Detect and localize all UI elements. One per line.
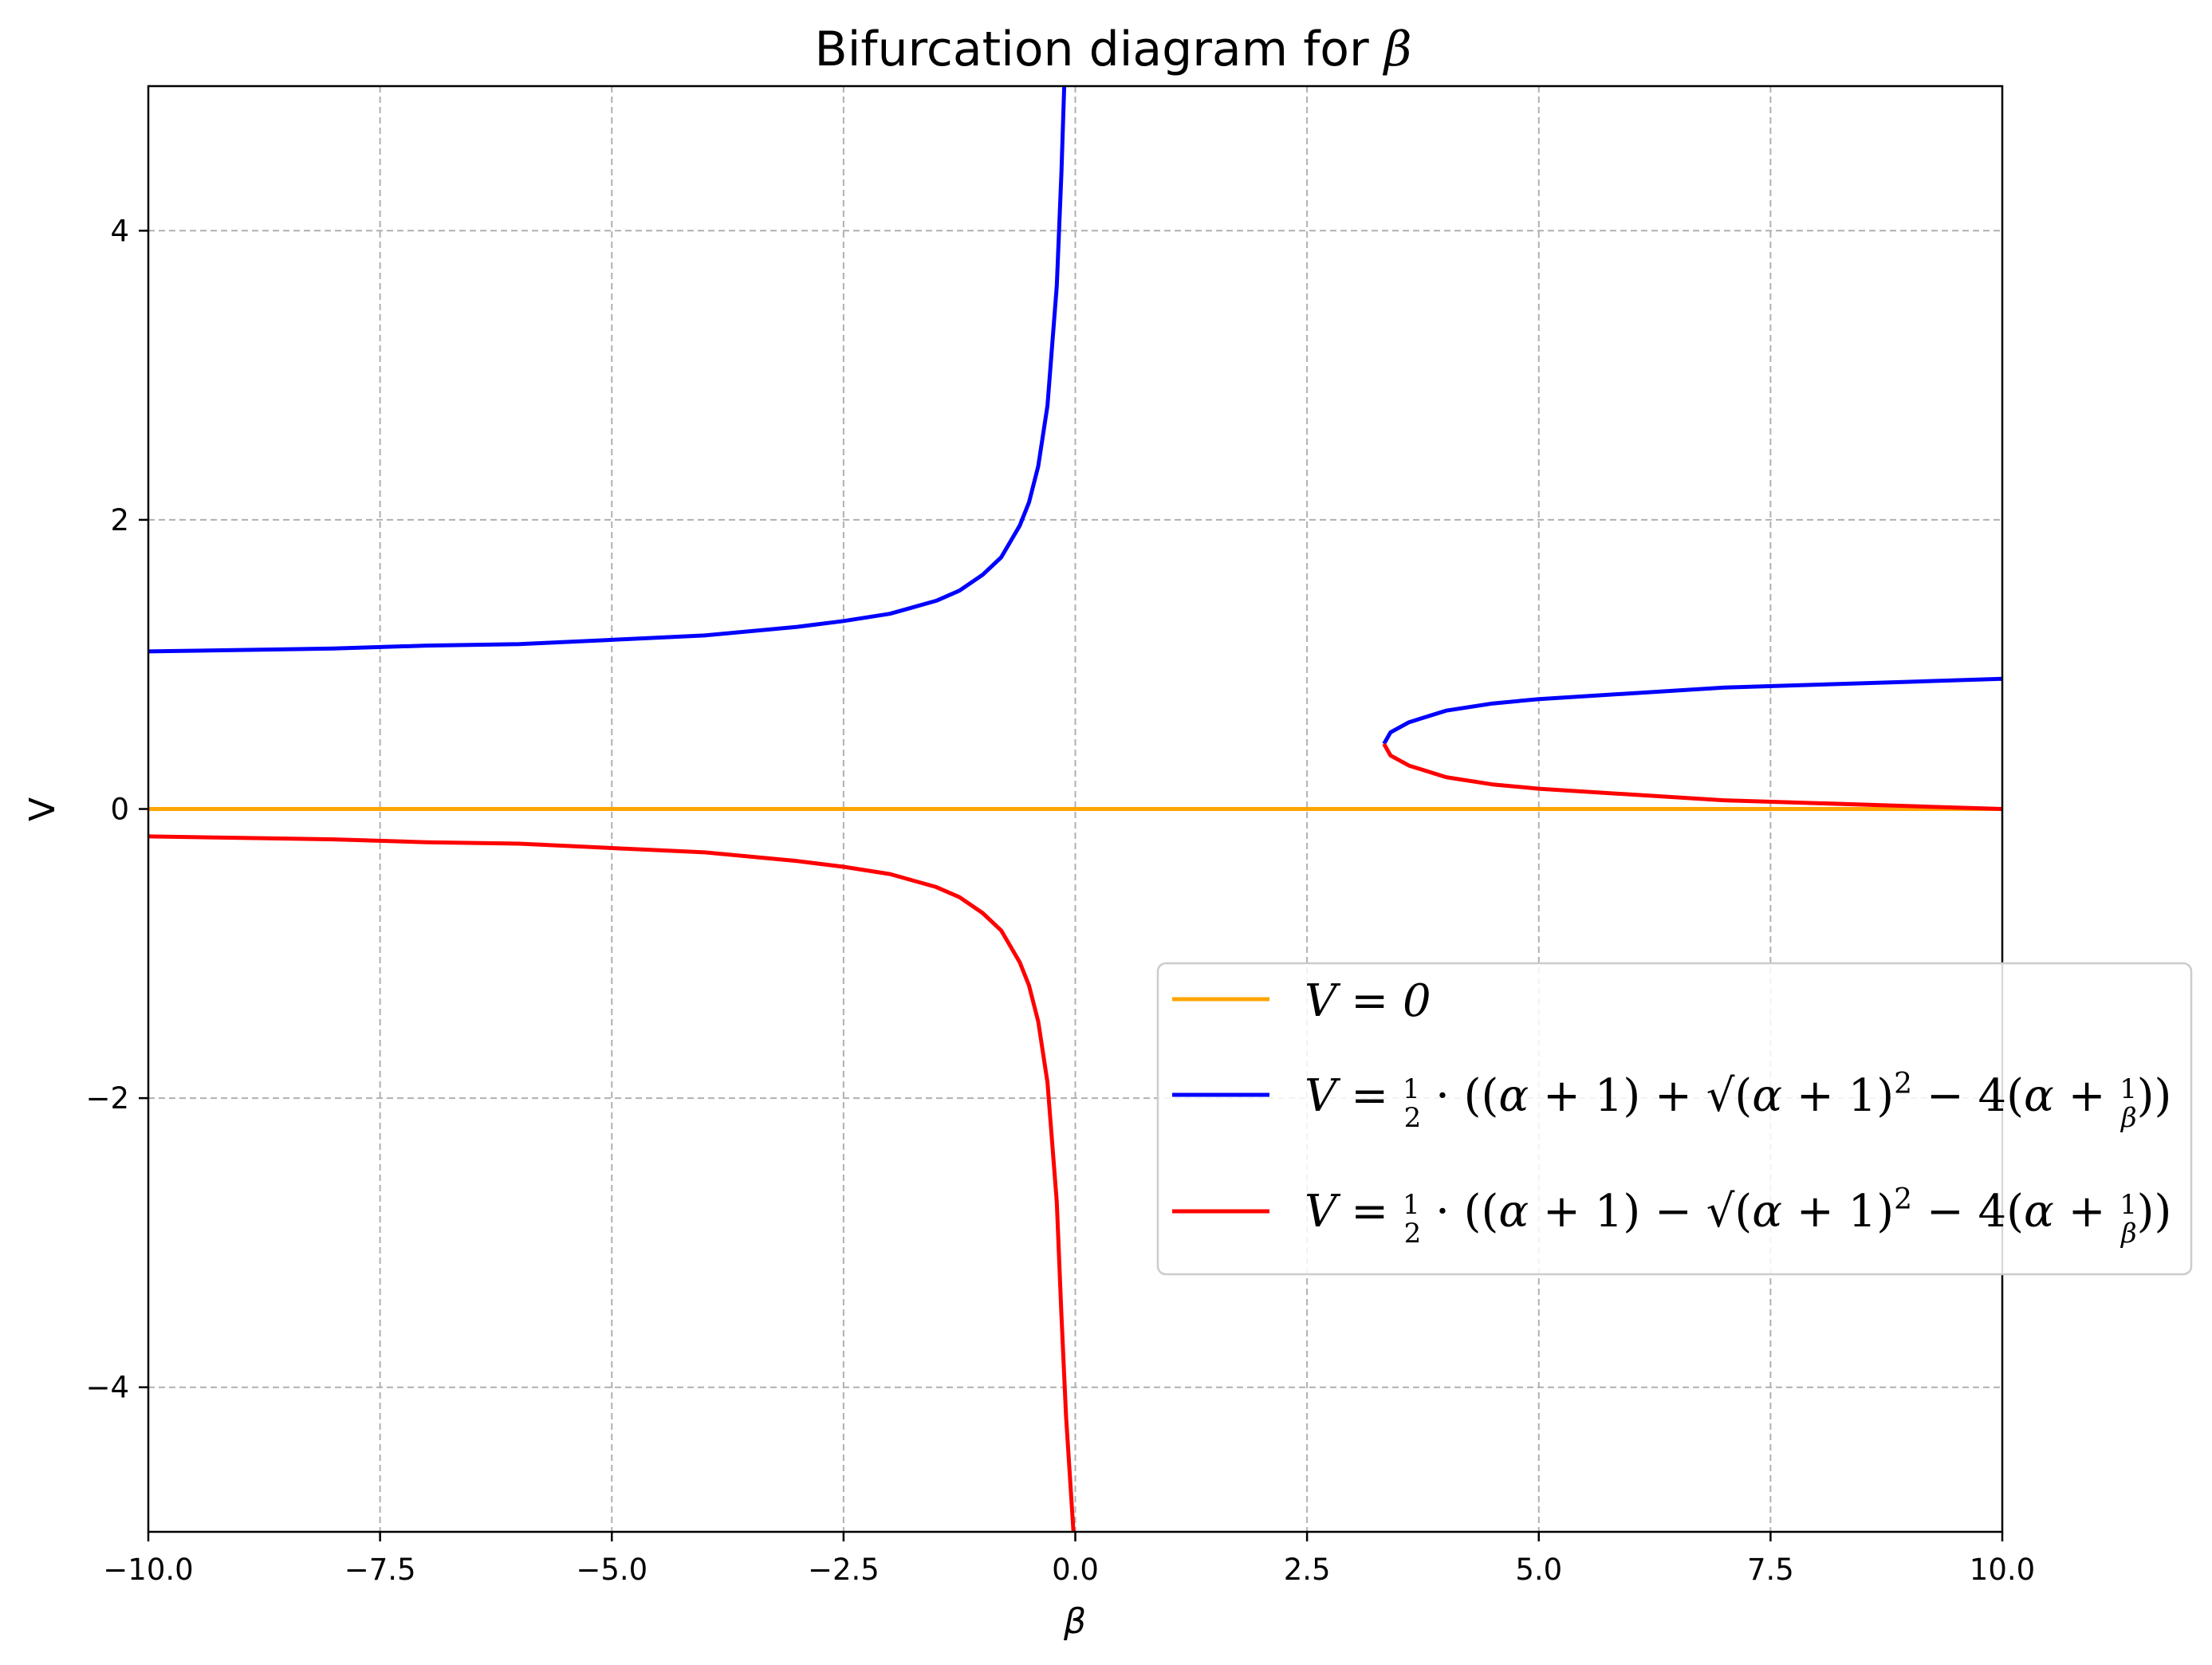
x-tick-label: −7.5: [344, 1553, 416, 1587]
series-line-plus: [1382, 676, 2003, 746]
x-tick-label: −10.0: [103, 1553, 193, 1587]
x-tick-label: −2.5: [808, 1553, 880, 1587]
x-tick-label: 2.5: [1284, 1553, 1331, 1587]
x-tick-label: 7.5: [1747, 1553, 1794, 1587]
y-axis-label: V: [22, 797, 63, 821]
x-tick-label: 10.0: [1970, 1553, 2035, 1587]
series-line-plus: [148, 85, 1067, 654]
series-line-minus: [148, 834, 1076, 1533]
y-tick-label: −2: [85, 1081, 129, 1116]
y-tick-label: 4: [110, 214, 129, 248]
series-line-minus: [1382, 742, 2003, 811]
legend-label-zero: V = 0: [1305, 975, 1431, 1027]
legend-box: [1156, 962, 2193, 1276]
y-tick-label: −4: [85, 1371, 129, 1405]
x-tick-label: 5.0: [1515, 1553, 1562, 1587]
x-axis-label: β: [1063, 1601, 1086, 1642]
y-tick-label: 0: [110, 793, 129, 827]
chart-title: Bifurcation diagram for β: [815, 22, 1412, 77]
x-tick-label: 0.0: [1052, 1553, 1099, 1587]
y-tick-label: 2: [110, 503, 129, 537]
axis-ticks: −10.0 −7.5 −5.0 −2.5 0.0 2.5 5.0 7.5 10.0 −4 −2 0 2 4: [85, 214, 2035, 1587]
series-lines: [148, 85, 2003, 1533]
x-tick-label: −5.0: [576, 1553, 647, 1587]
